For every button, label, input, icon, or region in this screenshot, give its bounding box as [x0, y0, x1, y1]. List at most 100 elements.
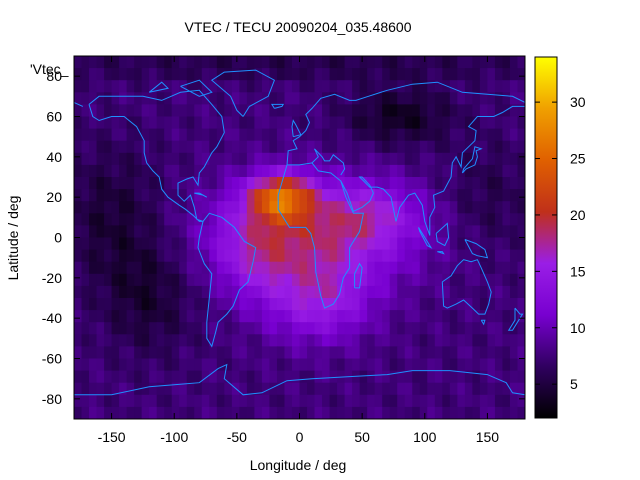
heatmap-cell: [179, 68, 188, 81]
heatmap-cell: [352, 164, 361, 178]
heatmap-cell: [239, 140, 248, 154]
heatmap-cell: [479, 273, 489, 287]
heatmap-cell: [224, 56, 233, 69]
heatmap-cell: [494, 225, 504, 239]
heatmap-cell: [209, 92, 218, 105]
heatmap-cell: [367, 382, 376, 396]
heatmap-cell: [216, 104, 225, 118]
heatmap-cell: [141, 298, 150, 311]
heatmap-cell: [89, 152, 98, 166]
heatmap-cell: [239, 237, 248, 251]
heatmap-cell: [419, 382, 428, 396]
heatmap-cell: [322, 382, 331, 396]
heatmap-cell: [434, 273, 443, 287]
heatmap-cell: [344, 334, 353, 347]
heatmap-cell: [291, 201, 301, 214]
heatmap-cell: [374, 273, 383, 287]
heatmap-cell: [487, 249, 496, 263]
heatmap-cell: [464, 164, 473, 178]
heatmap-cell: [261, 285, 271, 299]
heatmap-cell: [299, 128, 308, 142]
heatmap-cell: [299, 140, 308, 154]
coastline: [461, 146, 483, 174]
heatmap-cell: [389, 298, 398, 311]
heatmap-cell: [284, 104, 293, 118]
heatmap-cell: [434, 322, 443, 335]
heatmap-cell: [344, 80, 353, 93]
heatmap-cell: [494, 189, 504, 202]
heatmap-cell: [479, 285, 489, 299]
heatmap-cell: [434, 116, 443, 130]
heatmap-cell: [224, 201, 233, 214]
heatmap-cell: [397, 225, 406, 239]
heatmap-cell: [111, 334, 120, 347]
heatmap-cell: [126, 322, 135, 335]
heatmap-cell: [299, 370, 308, 384]
heatmap-cell: [419, 56, 428, 69]
heatmap-cell: [276, 370, 286, 384]
heatmap-cell: [487, 310, 496, 323]
heatmap-cell: [186, 213, 195, 226]
heatmap-cell: [299, 152, 308, 166]
heatmap-cell: [89, 164, 98, 178]
heatmap-cell: [412, 80, 421, 93]
heatmap-cell: [464, 249, 473, 263]
heatmap-cell: [412, 225, 421, 239]
heatmap-cell: [502, 358, 511, 372]
heatmap-cell: [412, 310, 421, 323]
heatmap-cell: [442, 298, 451, 311]
heatmap-cell: [494, 140, 504, 154]
heatmap-cell: [382, 249, 391, 263]
heatmap-cell: [314, 237, 323, 251]
heatmap-cell: [111, 201, 120, 214]
heatmap-cell: [104, 56, 113, 69]
heatmap-cell: [479, 80, 489, 93]
heatmap-cell: [457, 249, 466, 263]
heatmap-cell: [89, 225, 98, 239]
heatmap-cell: [382, 104, 391, 118]
heatmap-cell: [337, 261, 346, 275]
heatmap-cell: [194, 56, 203, 69]
heatmap-cell: [119, 285, 128, 299]
heatmap-cell: [246, 249, 255, 263]
heatmap-cell: [216, 237, 225, 251]
heatmap-cell: [179, 370, 188, 384]
heatmap-cell: [179, 56, 188, 69]
heatmap-cell: [291, 358, 301, 372]
heatmap-cell: [382, 237, 391, 251]
heatmap-cell: [397, 285, 406, 299]
heatmap-cell: [367, 394, 376, 408]
heatmap-cell: [156, 322, 165, 335]
heatmap-cell: [141, 201, 150, 214]
heatmap-cell: [149, 322, 158, 335]
heatmap-cell: [487, 104, 496, 118]
x-tick-label: -50: [227, 429, 247, 445]
heatmap-cell: [494, 322, 504, 335]
heatmap-cell: [382, 273, 391, 287]
heatmap-cell: [494, 334, 504, 347]
heatmap-cell: [111, 298, 120, 311]
heatmap-cell: [299, 249, 308, 263]
heatmap-cell: [427, 56, 436, 69]
heatmap-cell: [104, 201, 113, 214]
heatmap-cell: [442, 394, 451, 408]
heatmap-cell: [81, 164, 90, 178]
heatmap-cell: [329, 92, 338, 105]
heatmap-cell: [149, 80, 158, 93]
heatmap-cell: [261, 406, 271, 419]
heatmap-cell: [307, 273, 316, 287]
heatmap-cell: [224, 285, 233, 299]
heatmap-cell: [231, 189, 240, 202]
heatmap-cell: [329, 201, 338, 214]
heatmap-cell: [141, 80, 150, 93]
heatmap-cell: [261, 177, 271, 190]
heatmap-cell: [96, 406, 105, 419]
heatmap-cell: [81, 177, 90, 190]
heatmap-cell: [479, 92, 489, 105]
heatmap-cell: [194, 140, 203, 154]
chart-title: VTEC / TECU 20090204_035.48600: [184, 19, 411, 35]
heatmap-cell: [434, 213, 443, 226]
heatmap-cell: [284, 213, 293, 226]
heatmap-cell: [449, 273, 458, 287]
heatmap-cell: [494, 273, 504, 287]
